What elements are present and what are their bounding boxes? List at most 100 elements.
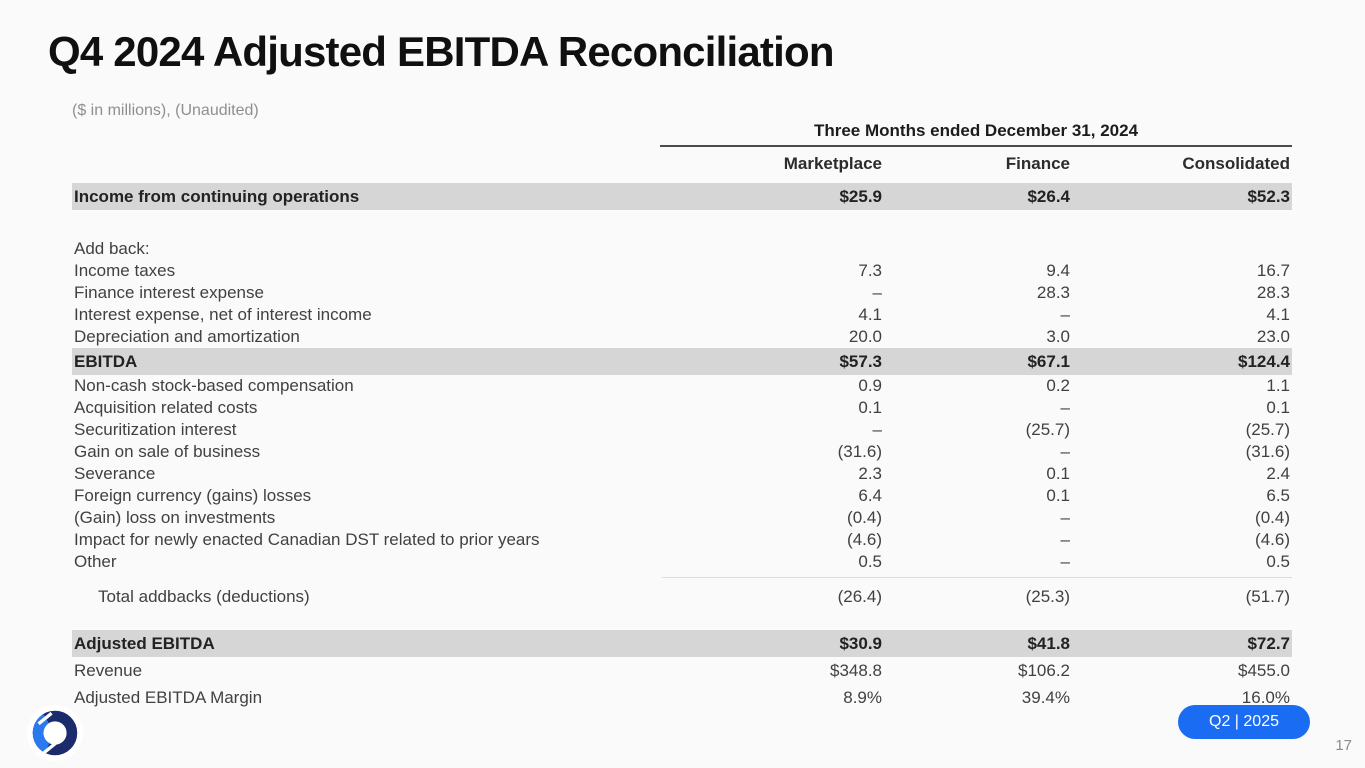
row-value: – [872,420,882,439]
row-label: Revenue [74,661,143,680]
table-row-income-from-continuing-operations: Income from continuing operations $25.9 $2… [72,183,1292,210]
row-value: 23.0 [1256,327,1290,346]
row-value: (31.6) [837,442,882,461]
row-label: Acquisition related costs [74,398,258,417]
row-label: Gain on sale of business [74,442,261,461]
spacer-row [72,210,1292,238]
row-value: $72.7 [1247,634,1290,653]
table-row-depreciation-and-amortization: Depreciation and amortization 20.0 3.0 23.0 [72,326,1292,348]
table-row-adjusted-ebitda-margin: Adjusted EBITDA Margin 8.9% 39.4% 16.0% [72,684,1292,711]
row-value: (31.6) [1245,442,1290,461]
period-header: Three Months ended December 31, 2024 [660,121,1292,147]
column-header-finance: Finance [1005,154,1070,173]
row-value: (25.7) [1245,420,1290,439]
row-label: Foreign currency (gains) losses [74,486,312,505]
row-value: 16.7 [1256,261,1290,280]
row-value: – [1060,305,1070,324]
row-value: $41.8 [1027,634,1070,653]
table-row-severance: Severance 2.3 0.1 2.4 [72,463,1292,485]
row-label: Finance interest expense [74,283,264,302]
row-value: 0.1 [1046,486,1070,505]
table-row-total-addbacks-deductions: Total addbacks (deductions) (26.4) (25.3) (… [72,578,1292,617]
column-header-consolidated: Consolidated [1182,154,1290,173]
row-value: – [1060,442,1070,461]
row-value: 6.4 [858,486,882,505]
row-value: $26.4 [1027,187,1070,206]
table-row-gain-loss-on-investments: (Gain) loss on investments (0.4) – (0.4) [72,507,1292,529]
company-ring-logo [26,704,84,762]
row-value: 2.3 [858,464,882,483]
table-row-adjusted-ebitda: Adjusted EBITDA $30.9 $41.8 $72.7 [72,630,1292,657]
row-value: (0.4) [847,508,882,527]
ring-logo-icon [26,704,84,762]
table-row-ebitda: EBITDA $57.3 $67.1 $124.4 [72,348,1292,375]
table-row-add-back: Add back: [72,238,1292,260]
table-row-other: Other 0.5 – 0.5 [72,551,1292,573]
table-row-non-cash-stock-based-compensation: Non-cash stock-based compensation 0.9 0.2 1… [72,375,1292,397]
row-label: Adjusted EBITDA [74,634,215,653]
row-value: 0.9 [858,376,882,395]
row-label: Interest expense, net of interest income [74,305,372,324]
row-label: Add back: [74,239,150,258]
row-value: 8.9% [843,688,882,707]
row-value: 0.1 [1266,398,1290,417]
row-label: Total addbacks (deductions) [98,587,310,606]
quarter-badge: Q2 | 2025 [1178,705,1310,739]
row-value: 0.2 [1046,376,1070,395]
row-value: $57.3 [839,352,882,371]
row-label: (Gain) loss on investments [74,508,276,527]
table-row-impact-for-newly-enacted-canadian-dst-related-to-prior-years: Impact for newly enacted Canadian DST re… [72,529,1292,551]
row-value: – [1060,508,1070,527]
row-value: $106.2 [1018,661,1070,680]
table-row-securitization-interest: Securitization interest – (25.7) (25.7) [72,419,1292,441]
row-value: 9.4 [1046,261,1070,280]
row-label: Severance [74,464,156,483]
row-value: – [1060,530,1070,549]
row-label: Income taxes [74,261,176,280]
row-value: $348.8 [830,661,882,680]
row-label: Adjusted EBITDA Margin [74,688,263,707]
table-row-acquisition-related-costs: Acquisition related costs 0.1 – 0.1 [72,397,1292,419]
subtitle: ($ in millions), (Unaudited) [72,102,259,119]
row-value: $52.3 [1247,187,1290,206]
row-value: 28.3 [1036,283,1070,302]
page-number: 17 [1335,737,1352,754]
table-row-gain-on-sale-of-business: Gain on sale of business (31.6) – (31.6) [72,441,1292,463]
row-value: 4.1 [858,305,882,324]
divider-rule [662,577,1292,578]
row-value: 4.1 [1266,305,1290,324]
row-label: Income from continuing operations [74,187,360,206]
row-label: Other [74,552,117,571]
table-row-interest-expense-net-of-interest-income: Interest expense, net of interest income… [72,304,1292,326]
row-value: (4.6) [847,530,882,549]
table-row-foreign-currency-gains-losses: Foreign currency (gains) losses 6.4 0.1 6.5 [72,485,1292,507]
row-value: 6.5 [1266,486,1290,505]
row-value: 0.1 [1046,464,1070,483]
table-row-revenue: Revenue $348.8 $106.2 $455.0 [72,657,1292,684]
row-label: EBITDA [74,352,138,371]
row-value: 16.0% [1241,688,1290,707]
row-value: – [872,283,882,302]
row-value: $455.0 [1238,661,1290,680]
row-label: Impact for newly enacted Canadian DST re… [74,530,540,549]
row-value: (0.4) [1255,508,1290,527]
column-header-row: Marketplace Finance Consolidated [72,147,1292,183]
row-label: Securitization interest [74,420,237,439]
row-value: $124.4 [1238,352,1290,371]
row-value: 39.4% [1021,688,1070,707]
row-value: 1.1 [1266,376,1290,395]
row-value: (25.3) [1025,587,1070,606]
row-value: $30.9 [839,634,882,653]
row-value: 0.5 [858,552,882,571]
ebitda-reconciliation-table: Three Months ended December 31, 2024 Mar… [72,121,1292,711]
row-value: 2.4 [1266,464,1290,483]
row-value: 7.3 [858,261,882,280]
row-value: 0.5 [1266,552,1290,571]
row-label: Non-cash stock-based compensation [74,376,354,395]
table-row-income-taxes: Income taxes 7.3 9.4 16.7 [72,260,1292,282]
row-value: $25.9 [839,187,882,206]
row-value: (26.4) [837,587,882,606]
column-header-marketplace: Marketplace [783,154,882,173]
row-value: 20.0 [848,327,882,346]
